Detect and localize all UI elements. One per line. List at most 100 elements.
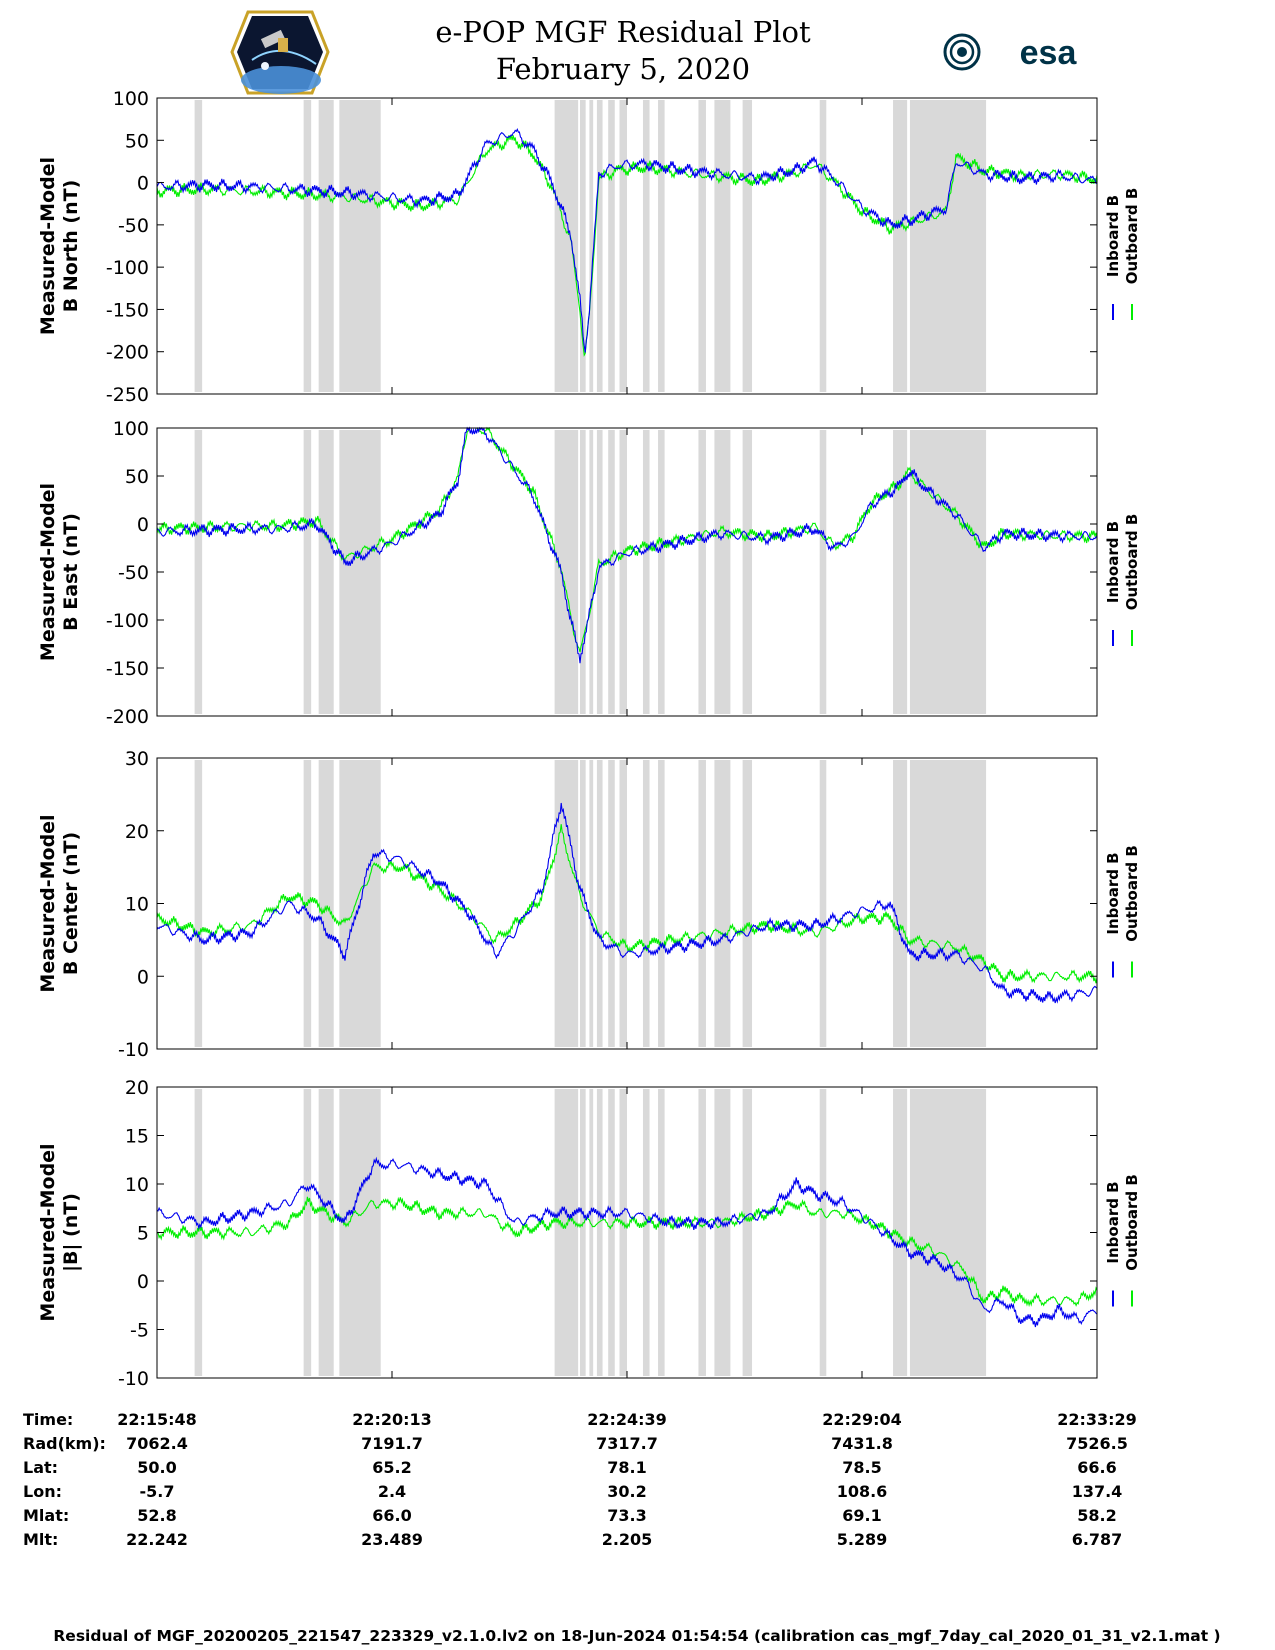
y-tick-label: -50 [118, 562, 149, 584]
legend: Inboard BOutboard B [1104, 845, 1141, 942]
data-gap-band [642, 430, 650, 714]
data-gap-band [303, 1089, 312, 1376]
mlt-value: 2.205 [602, 1530, 653, 1549]
lon-value: 30.2 [607, 1482, 646, 1501]
rad-value: 7191.7 [361, 1434, 423, 1453]
y-tick-label: -200 [106, 706, 149, 728]
data-gap-band [554, 1089, 579, 1376]
data-gap-band [642, 100, 650, 392]
series-line-inboard [156, 1156, 1098, 1328]
lon-value: 108.6 [837, 1482, 888, 1501]
y-axis-label-line2: |B| (nT) [60, 1193, 82, 1272]
rad-value: 7526.5 [1066, 1434, 1128, 1453]
data-gap-band [554, 430, 579, 714]
data-gap-band [194, 100, 203, 392]
y-tick-label: -10 [118, 1368, 149, 1390]
data-gap-band [339, 1089, 381, 1376]
time-axis-table: Time: Rad(km): Lat: Lon: Mlat: Mlt: 22:1… [23, 1410, 1137, 1549]
time-tick-label: 22:33:29 [1057, 1410, 1137, 1429]
legend-label-outboard: Outboard B [1123, 514, 1141, 611]
time-column-3: 22:29:04 7431.8 78.5 108.6 69.1 5.289 [822, 1410, 902, 1549]
legend-label-inboard: Inboard B [1104, 195, 1122, 277]
y-tick-label: 20 [125, 821, 149, 843]
lat-value: 65.2 [372, 1458, 411, 1477]
chart-panel-0: 100 50 0 -50 -100 -150 -200 -250 Measured-ModelB… [37, 88, 1141, 406]
data-gap-band [619, 430, 627, 714]
series-line-inboard [156, 426, 1098, 664]
data-gap-band [714, 100, 731, 392]
data-gap-band [580, 100, 586, 392]
lat-value: 78.5 [842, 1458, 881, 1477]
data-gap-band [580, 1089, 586, 1376]
cassiope-logo [230, 10, 330, 95]
y-tick-label: 0 [137, 966, 149, 988]
legend: Inboard BOutboard B [1104, 514, 1141, 611]
y-tick-label: 0 [137, 514, 149, 536]
lon-value: -5.7 [140, 1482, 175, 1501]
y-axis-label-line1: Measured-Model [37, 1143, 59, 1321]
lat-value: 66.6 [1077, 1458, 1116, 1477]
lon-value: 137.4 [1072, 1482, 1123, 1501]
time-column-4: 22:33:29 7526.5 66.6 137.4 58.2 6.787 [1057, 1410, 1137, 1549]
data-gap-band [194, 1089, 203, 1376]
data-gap-band [642, 760, 650, 1047]
data-gap-band [819, 760, 827, 1047]
y-tick-label: 10 [125, 1174, 149, 1196]
y-tick-label: 50 [125, 466, 149, 488]
y-tick-label: 10 [125, 894, 149, 916]
data-gap-band [589, 430, 594, 714]
series-line-inboard [156, 128, 1098, 353]
data-gap-band [698, 430, 706, 714]
y-axis-label: Measured-ModelB East (nT) [37, 483, 82, 661]
row-label-time: Time: [23, 1410, 73, 1429]
lat-value: 50.0 [137, 1458, 176, 1477]
y-tick-label: -150 [106, 658, 149, 680]
mlat-value: 52.8 [137, 1506, 176, 1525]
chart-title-line1: e-POP MGF Residual Plot [435, 15, 811, 49]
row-label-lon: Lon: [23, 1482, 62, 1501]
time-column-1: 22:20:13 7191.7 65.2 2.4 66.0 23.489 [352, 1410, 432, 1549]
data-gap-band [596, 430, 603, 714]
y-tick-label: 0 [137, 1271, 149, 1293]
legend: Inboard BOutboard B [1104, 188, 1141, 285]
data-gap-band [742, 430, 753, 714]
data-gap-band [318, 1089, 334, 1376]
data-gap-band [619, 1089, 627, 1376]
row-label-mlat: Mlat: [23, 1506, 69, 1525]
time-tick-label: 22:24:39 [587, 1410, 667, 1429]
y-tick-label: -50 [118, 215, 149, 237]
row-label-lat: Lat: [23, 1458, 58, 1477]
y-tick-label: 15 [125, 1126, 149, 1148]
data-gap-band [658, 430, 665, 714]
y-tick-label: 50 [125, 130, 149, 152]
data-gap-band [909, 760, 987, 1047]
chart-panel-1: 100 50 0 -50 -100 -150 -200 Measured-ModelB Eas… [37, 418, 1141, 728]
data-gap-band [742, 760, 753, 1047]
rad-value: 7317.7 [596, 1434, 658, 1453]
data-gap-band [619, 760, 627, 1047]
y-axis-label-line2: B North (nT) [60, 180, 82, 313]
y-tick-label: -250 [106, 384, 149, 406]
y-axis-label-line1: Measured-Model [37, 483, 59, 661]
data-gap-band [596, 1089, 603, 1376]
y-tick-label: -100 [106, 257, 149, 279]
y-tick-label: 100 [113, 88, 149, 110]
y-axis-label: Measured-Model|B| (nT) [37, 1143, 82, 1321]
row-label-rad: Rad(km): [23, 1434, 106, 1453]
data-gap-band [698, 100, 706, 392]
time-tick-label: 22:20:13 [352, 1410, 432, 1429]
mlt-value: 6.787 [1072, 1530, 1123, 1549]
data-gap-band [742, 1089, 753, 1376]
data-gap-band [194, 760, 203, 1047]
mlat-value: 66.0 [372, 1506, 411, 1525]
y-tick-label: 0 [137, 173, 149, 195]
data-gap-band [893, 1089, 908, 1376]
mlt-value: 23.489 [361, 1530, 423, 1549]
mlat-value: 58.2 [1077, 1506, 1116, 1525]
data-gap-band [194, 430, 203, 714]
y-axis-label: Measured-ModelB North (nT) [37, 157, 82, 335]
data-gap-band [819, 1089, 827, 1376]
data-gap-band [339, 430, 381, 714]
time-column-2: 22:24:39 7317.7 78.1 30.2 73.3 2.205 [587, 1410, 667, 1549]
data-gap-band [893, 760, 908, 1047]
